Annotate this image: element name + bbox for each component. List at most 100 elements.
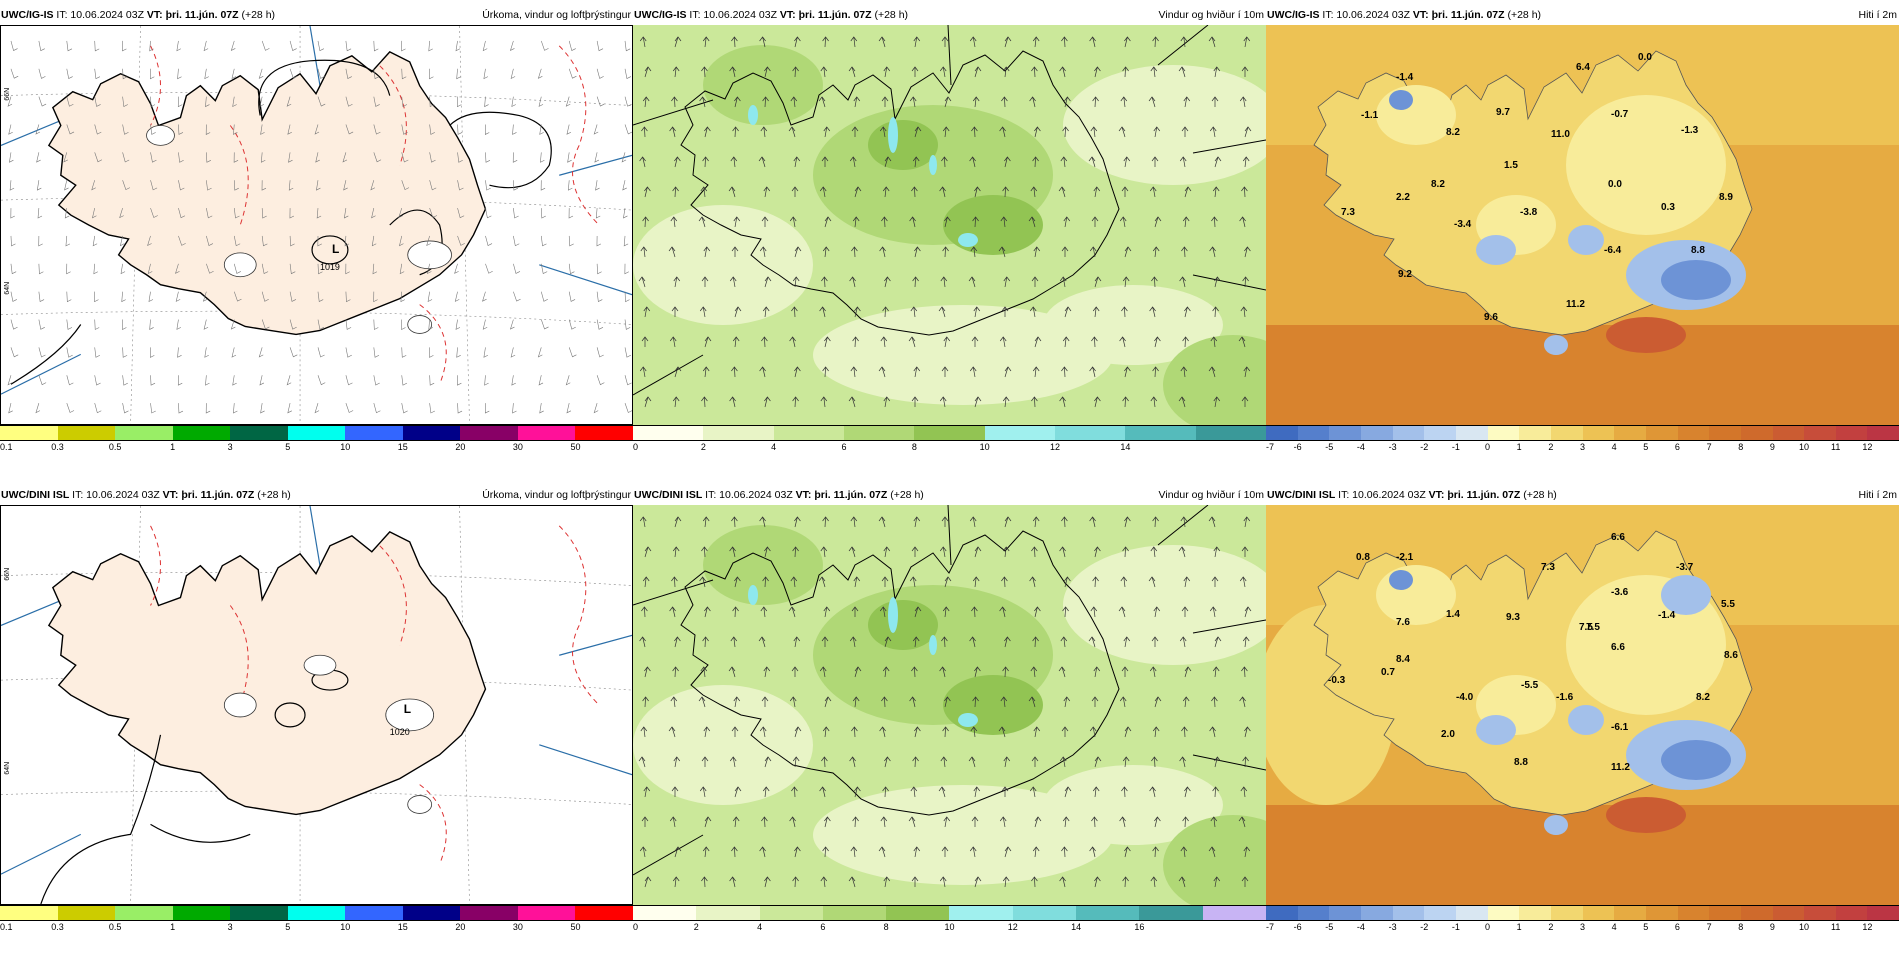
wind-barb [455,40,461,52]
wind-barb [38,263,44,275]
colorbar-tick-label: 2 [693,922,699,932]
wind-barb [35,124,41,135]
wind-arrow [668,246,676,258]
wind-arrow [822,846,829,858]
product-title: Hiti í 2m [1858,489,1897,501]
wind-barb [66,40,73,52]
wind-barb [121,291,126,303]
panel-temp-igis: UWC/IG-IS IT: 10.06.2024 03Z VT: þri. 11… [1266,5,1899,475]
wind-arrow [641,126,648,138]
temperature-label: 9.7 [1496,107,1510,118]
colorbar-tick-label: 30 [512,442,523,452]
colorbar-swatch [1614,906,1646,920]
wind-arrow [730,636,738,648]
colorbar-swatch [773,426,844,440]
wind-barb [317,319,325,330]
wind-barb [596,375,605,386]
wind-barb [566,403,572,414]
temperature-label: -5.5 [1521,680,1539,691]
wind-arrow [879,726,886,738]
wind-arrow [1151,756,1158,768]
wind-barb [204,68,209,80]
wind-arrow [1063,216,1071,228]
wind-arrow [970,246,978,258]
wind-barb [233,124,238,135]
wind-arrow [1242,636,1250,648]
colorbar-swatch [1139,906,1203,920]
wind-arrow [674,36,682,48]
wind-arrow [911,876,919,887]
wind-barb [624,263,629,275]
wind-barb [150,68,155,80]
wind-arrow [1242,756,1249,768]
wind-barb [457,152,463,163]
wind-arrow [1032,366,1040,378]
wind-arrow [668,726,676,738]
wind-arrow [1119,816,1126,828]
wind-barb [205,124,211,135]
wind-arrow [1088,156,1096,168]
wind-arrow [1062,816,1070,828]
wind-barb [593,403,599,414]
wind-arrow [1178,546,1186,558]
wind-barb [122,180,130,191]
wind-barb [343,180,348,191]
colorbar-tick-label: 2 [1548,922,1554,932]
wind-barb [401,40,406,52]
wind-barb [342,152,348,163]
wind-barb [510,347,516,358]
wind-barb [429,347,434,358]
wind-barb [373,347,380,358]
wind-barb [203,319,209,330]
wind-arrow [940,276,948,288]
temperature-label: -1.1 [1361,110,1379,121]
wind-arrow [644,666,651,678]
colorbar-ticks: -7 -6 -5 -4 -3 -2 -1 0 1 2 3 4 5 6 7 8 9 10 11 12 [1266,442,1899,454]
wind-arrow [642,696,649,708]
wind-arrow [1152,36,1159,48]
wind-arrow [821,756,828,768]
colorbar-swatch [1835,426,1868,440]
wind-arrow [643,306,651,318]
wind-arrow [1004,156,1011,168]
panel-header: UWC/IG-IS IT: 10.06.2024 03Z VT: þri. 11… [1266,5,1899,25]
wind-arrow [969,156,976,168]
wind-barb [513,263,521,274]
wind-arrow [639,846,647,858]
temperature-label: 11.0 [1551,129,1570,140]
wind-arrow [1213,396,1221,408]
wind-arrow [822,246,830,258]
wind-arrow [759,726,767,738]
wind-arrow [914,726,921,738]
wind-arrow [1152,366,1159,378]
wind-barb [426,235,431,247]
colorbar-swatch [460,906,518,920]
wind-arrow [1151,156,1159,167]
wind-arrow [764,546,771,558]
wind-arrow [824,816,831,828]
wind-arrow [1031,876,1038,888]
wind-arrow [1004,636,1011,648]
wind-arrow [639,366,647,378]
wind-barb [484,375,489,386]
wind-barb [315,152,320,163]
wind-barb [623,208,628,219]
wind-arrow [1154,336,1161,348]
temperature-label: -1.3 [1681,125,1699,136]
temperature-label: -4.0 [1456,692,1474,703]
wind-barb [565,375,571,386]
wind-barb [10,235,16,247]
wind-barb [373,319,379,330]
wind-arrow [1213,546,1221,558]
wind-arrow [1062,606,1069,618]
colorbar-swatch [1867,906,1899,920]
wind-arrow [704,606,711,618]
wind-barb [233,263,241,274]
colorbar-tick-label: 6 [841,442,847,452]
wind-arrow [823,606,831,618]
product-title: Úrkoma, vindur og loftþrýstingur [482,9,631,21]
wind-arrow [1093,666,1101,678]
wind-barb [399,235,404,247]
wind-arrow [791,186,799,197]
wind-arrow [1211,576,1219,587]
